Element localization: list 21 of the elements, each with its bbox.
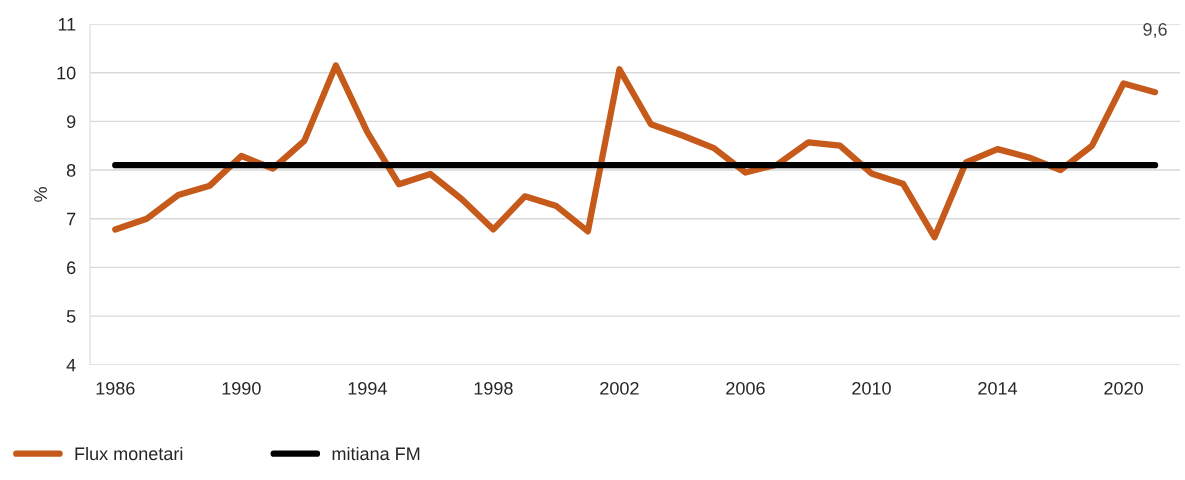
y-axis-title: % — [34, 187, 47, 202]
x-tick-label: 2002 — [600, 381, 639, 395]
x-tick-label: 2010 — [852, 381, 891, 395]
legend-label: mitiana FM — [332, 446, 420, 461]
x-tick-label: 1994 — [348, 381, 387, 395]
y-tick-label: 9 — [66, 115, 76, 129]
x-tick-label: 2020 — [1104, 381, 1143, 395]
x-tick-label: 1990 — [222, 381, 261, 395]
data-label: 9,6 — [1143, 23, 1167, 38]
y-tick-label: 4 — [66, 358, 76, 372]
y-tick-label: 6 — [67, 261, 76, 275]
y-tick-label: 8 — [66, 163, 76, 177]
x-tick-label: 2014 — [978, 381, 1018, 395]
y-tick-label: 10 — [57, 66, 76, 80]
x-tick-label: 1998 — [474, 381, 513, 395]
y-tick-label: 7 — [67, 212, 76, 226]
x-tick-label: 1986 — [96, 381, 135, 395]
legend-label: Flux monetari — [75, 446, 183, 461]
y-tick-label: 5 — [66, 310, 76, 323]
x-tick-label: 2006 — [726, 381, 765, 395]
y-tick-label: 11 — [58, 18, 76, 31]
